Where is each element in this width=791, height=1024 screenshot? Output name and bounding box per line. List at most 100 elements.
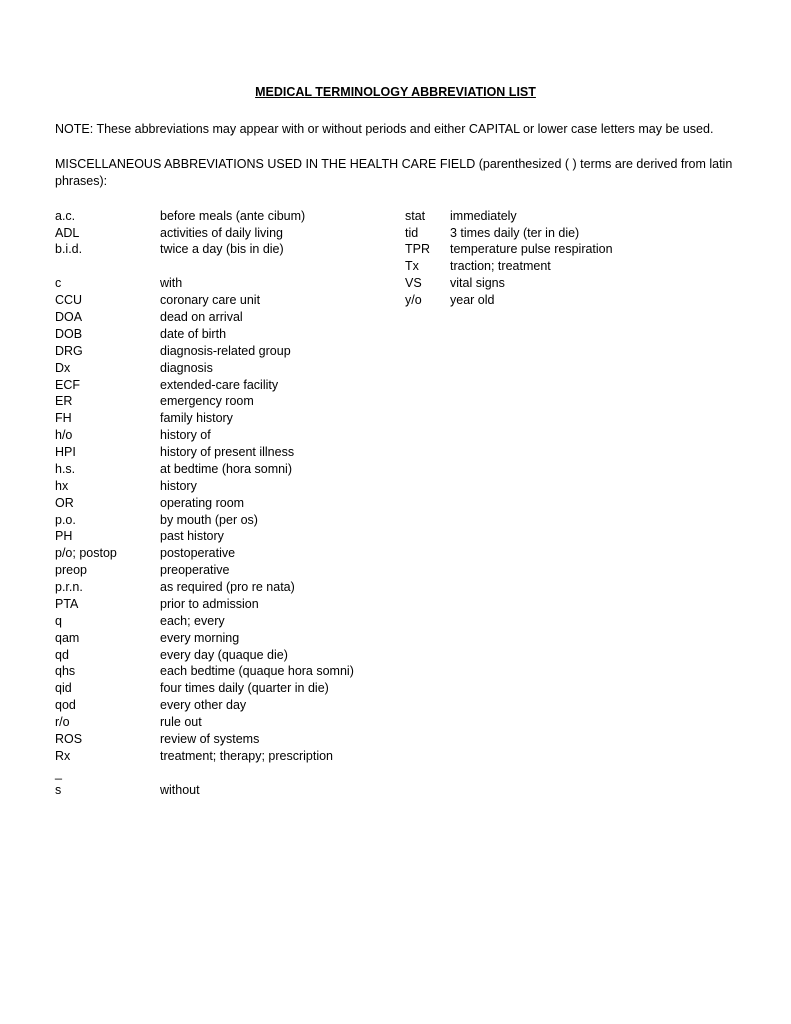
abbrev-row: hxhistory — [55, 478, 405, 495]
abbrev-term: VS — [405, 275, 450, 292]
abbrev-row: r/orule out — [55, 714, 405, 731]
abbrev-definition: coronary care unit — [160, 292, 405, 309]
abbrev-definition: with — [160, 275, 405, 292]
abbrev-definition: every other day — [160, 697, 405, 714]
abbrev-definition: every morning — [160, 630, 405, 647]
abbrev-row: ERemergency room — [55, 393, 405, 410]
abbrev-row: p.r.n.as required (pro re nata) — [55, 579, 405, 596]
abbrev-definition: each bedtime (quaque hora somni) — [160, 663, 405, 680]
abbrev-term: r/o — [55, 714, 160, 731]
abbrev-definition: review of systems — [160, 731, 405, 748]
abbrev-definition: four times daily (quarter in die) — [160, 680, 405, 697]
abbrev-definition: immediately — [450, 208, 736, 225]
abbrev-definition: diagnosis — [160, 360, 405, 377]
abbrev-row: p.o.by mouth (per os) — [55, 512, 405, 529]
abbrev-term: c — [55, 275, 160, 292]
abbrev-definition: date of birth — [160, 326, 405, 343]
abbrev-row: Txtraction; treatment — [405, 258, 736, 275]
abbrev-row: qidfour times daily (quarter in die) — [55, 680, 405, 697]
abbrev-definition: year old — [450, 292, 736, 309]
abbrev-term: PTA — [55, 596, 160, 613]
abbrev-term: preop — [55, 562, 160, 579]
abbrev-term: a.c. — [55, 208, 160, 225]
abbrev-definition: traction; treatment — [450, 258, 736, 275]
abbrev-definition: by mouth (per os) — [160, 512, 405, 529]
abbrev-term: y/o — [405, 292, 450, 309]
abbrev-definition: as required (pro re nata) — [160, 579, 405, 596]
abbrev-term: FH — [55, 410, 160, 427]
abbrev-definition: twice a day (bis in die) — [160, 241, 405, 258]
abbrev-term: Dx — [55, 360, 160, 377]
abbrev-term: p.r.n. — [55, 579, 160, 596]
abbrev-term: qhs — [55, 663, 160, 680]
abbrev-definition: each; every — [160, 613, 405, 630]
abbrev-row: preoppreoperative — [55, 562, 405, 579]
abbrev-term: DOB — [55, 326, 160, 343]
abbrev-term: CCU — [55, 292, 160, 309]
abbrev-row: y/oyear old — [405, 292, 736, 309]
abbrev-row: a.c.before meals (ante cibum) — [55, 208, 405, 225]
abbrev-definition: rule out — [160, 714, 405, 731]
abbrev-term: DOA — [55, 309, 160, 326]
abbrev-definition: past history — [160, 528, 405, 545]
abbrev-row: swithout — [55, 782, 405, 799]
abbrev-term: qd — [55, 647, 160, 664]
abbrev-definition — [160, 765, 405, 782]
abbrev-row: TPRtemperature pulse respiration — [405, 241, 736, 258]
abbrev-definition: family history — [160, 410, 405, 427]
abbrev-row: b.i.d.twice a day (bis in die) — [55, 241, 405, 258]
right-column: statimmediatelytid3 times daily (ter in … — [405, 208, 736, 309]
abbrev-row: DOAdead on arrival — [55, 309, 405, 326]
abbrev-row: statimmediately — [405, 208, 736, 225]
abbrev-term: qod — [55, 697, 160, 714]
abbrev-definition: emergency room — [160, 393, 405, 410]
abbrev-definition: before meals (ante cibum) — [160, 208, 405, 225]
abbrev-row: CCUcoronary care unit — [55, 292, 405, 309]
abbrev-definition: treatment; therapy; prescription — [160, 748, 405, 765]
abbrev-definition: history — [160, 478, 405, 495]
abbrev-definition: without — [160, 782, 405, 799]
abbrev-term: p.o. — [55, 512, 160, 529]
abbrev-term: Tx — [405, 258, 450, 275]
abbrev-row: qamevery morning — [55, 630, 405, 647]
abbrev-definition: dead on arrival — [160, 309, 405, 326]
abbrev-term: hx — [55, 478, 160, 495]
abbrev-term: DRG — [55, 343, 160, 360]
abbrev-term: qam — [55, 630, 160, 647]
abbrev-definition: history of — [160, 427, 405, 444]
abbrev-definition: at bedtime (hora somni) — [160, 461, 405, 478]
abbrev-term: ECF — [55, 377, 160, 394]
abbrev-row: h/ohistory of — [55, 427, 405, 444]
abbrev-term: h.s. — [55, 461, 160, 478]
abbrev-term: tid — [405, 225, 450, 242]
note-paragraph: NOTE: These abbreviations may appear wit… — [55, 121, 736, 138]
abbrev-row: cwith — [55, 275, 405, 292]
abbrev-term: _ — [55, 765, 160, 782]
abbrev-term: s — [55, 782, 160, 799]
abbrev-row: qeach; every — [55, 613, 405, 630]
abbrev-term: qid — [55, 680, 160, 697]
abbrev-row: DRGdiagnosis-related group — [55, 343, 405, 360]
abbrev-row: ROSreview of systems — [55, 731, 405, 748]
abbrev-definition: every day (quaque die) — [160, 647, 405, 664]
abbrev-row: ECFextended-care facility — [55, 377, 405, 394]
abbrev-row: h.s.at bedtime (hora somni) — [55, 461, 405, 478]
abbrev-row: p/o; postoppostoperative — [55, 545, 405, 562]
abbrev-row: _ — [55, 765, 405, 782]
abbrev-term: ADL — [55, 225, 160, 242]
abbrev-term: b.i.d. — [55, 241, 160, 258]
abbrev-term: HPI — [55, 444, 160, 461]
abbrev-row: FHfamily history — [55, 410, 405, 427]
abbrev-term: stat — [405, 208, 450, 225]
abbrev-term: ER — [55, 393, 160, 410]
abbrev-definition: temperature pulse respiration — [450, 241, 736, 258]
abbrev-definition: extended-care facility — [160, 377, 405, 394]
abbrev-row: ORoperating room — [55, 495, 405, 512]
abbrev-definition: 3 times daily (ter in die) — [450, 225, 736, 242]
abbrev-row: Dxdiagnosis — [55, 360, 405, 377]
page: MEDICAL TERMINOLOGY ABBREVIATION LIST NO… — [0, 0, 791, 798]
abbrev-definition: activities of daily living — [160, 225, 405, 242]
left-column: a.c.before meals (ante cibum)ADLactiviti… — [55, 208, 405, 799]
abbrev-row: Rxtreatment; therapy; prescription — [55, 748, 405, 765]
abbrev-term: Rx — [55, 748, 160, 765]
